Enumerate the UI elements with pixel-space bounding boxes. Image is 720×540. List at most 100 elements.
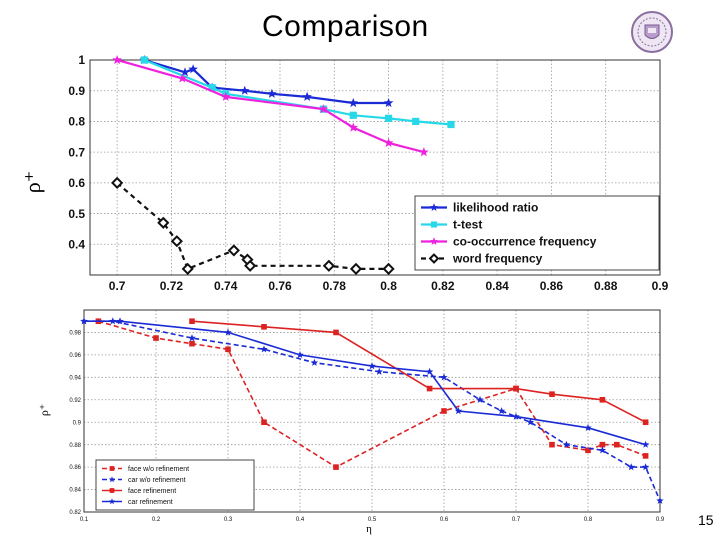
data-point <box>348 98 359 108</box>
data-point <box>526 418 535 426</box>
data-point <box>383 98 394 108</box>
plot-frame <box>83 309 661 513</box>
data-point <box>267 88 277 98</box>
legend-entry: car refinement <box>102 498 173 506</box>
axes-frame <box>89 59 661 276</box>
data-point <box>447 120 455 129</box>
data-point <box>181 262 194 275</box>
data-point <box>641 440 650 448</box>
legend-entry: face refinement <box>102 488 176 495</box>
legend-box <box>95 459 255 511</box>
series-word-frequency <box>111 176 395 275</box>
legend-label: word frequency <box>452 252 543 266</box>
legend-label: likelihood ratio <box>453 201 538 215</box>
data-point <box>189 318 195 325</box>
x-tick-label: 0.1 <box>80 517 89 523</box>
legend-label: t-test <box>453 218 482 232</box>
x-tick-label: 0.8 <box>380 279 397 293</box>
legend-entry: co-occurrence frequency <box>421 235 597 249</box>
data-point <box>412 117 420 126</box>
legend-entry: car w/o refinement <box>102 476 186 484</box>
y-axis-label: ρ⁺ <box>20 171 45 194</box>
series-line <box>84 320 661 502</box>
data-point <box>208 84 216 92</box>
y-tick-label: 0.7 <box>68 145 85 159</box>
y-tick-label: 0.96 <box>69 353 81 359</box>
y-tick-label: 1 <box>78 53 85 67</box>
axes-frame <box>83 309 661 513</box>
x-tick-label: 0.6 <box>440 517 449 523</box>
y-axis-label: ρ⁺ <box>37 404 51 416</box>
data-point <box>227 244 240 257</box>
x-tick-label: 0.7 <box>109 279 126 293</box>
data-point <box>188 334 196 342</box>
data-point <box>454 407 463 415</box>
y-tick-label: 0.88 <box>69 443 81 449</box>
data-point <box>348 122 359 132</box>
y-tick-label: 0.82 <box>69 510 81 516</box>
legend-box <box>414 195 660 271</box>
series-line <box>191 320 646 423</box>
data-point <box>368 362 376 370</box>
data-point <box>425 367 434 375</box>
x-tick-label: 0.82 <box>431 279 455 293</box>
x-tick-label: 0.2 <box>152 517 161 523</box>
data-point <box>80 317 88 325</box>
data-point <box>153 335 159 341</box>
data-point <box>642 453 649 459</box>
data-point <box>584 423 592 431</box>
legend-swatch-marker <box>109 488 115 493</box>
data-point <box>513 385 519 392</box>
data-point <box>599 396 606 403</box>
legend-entry: face w/o refinement <box>102 466 189 473</box>
legend-swatch-marker <box>430 221 438 228</box>
y-tick-label: 0.86 <box>69 465 81 471</box>
data-point <box>383 137 394 147</box>
legend: likelihood ratio t-test co-occurrence freq… <box>414 195 660 271</box>
data-point <box>220 91 231 101</box>
data-point <box>261 324 267 330</box>
x-tick-label: 0.76 <box>268 279 292 293</box>
slide-title: Comparison <box>262 10 429 43</box>
tick-labels: 0.7 0.72 0.74 0.76 0.78 0.8 0.82 0.84 0.86 0.88 0.… <box>68 53 668 293</box>
y-tick-label: 0.4 <box>68 237 85 251</box>
page-number: 15 <box>698 512 714 528</box>
data-point <box>562 440 571 448</box>
series-car-refinement <box>80 317 650 448</box>
data-point <box>224 328 232 336</box>
legend-label: face w/o refinement <box>128 466 189 473</box>
series-car-w-o-refinement <box>80 317 664 504</box>
y-tick-label: 0.98 <box>69 331 81 337</box>
data-point <box>225 346 231 353</box>
series-co-occurrence-frequency <box>112 55 429 157</box>
data-point <box>375 367 383 375</box>
x-tick-label: 0.5 <box>368 517 377 523</box>
data-point <box>641 463 650 471</box>
x-tick-label: 0.86 <box>540 279 564 293</box>
legend-label: car refinement <box>128 499 173 506</box>
y-tick-label: 0.5 <box>68 207 85 221</box>
plot-frame <box>89 59 661 276</box>
data-point <box>239 85 250 95</box>
data-point <box>322 259 335 272</box>
top-chart: 0.7 0.72 0.74 0.76 0.78 0.8 0.82 0.84 0.86 0.88 0.… <box>20 53 669 293</box>
legend-entry: word frequency <box>421 252 543 266</box>
data-point <box>333 464 339 470</box>
data-point <box>296 351 304 359</box>
data-point <box>549 441 555 448</box>
data-point <box>642 419 649 426</box>
legend-label: face refinement <box>128 488 176 495</box>
data-point <box>261 419 267 426</box>
legend-swatch-marker <box>428 253 440 264</box>
x-tick-label: 0.9 <box>652 279 669 293</box>
x-tick-label: 0.72 <box>160 279 184 293</box>
x-tick-label: 0.74 <box>214 279 238 293</box>
legend-swatch-marker <box>108 498 116 505</box>
data-point <box>656 496 664 504</box>
x-tick-label: 0.4 <box>296 517 305 523</box>
data-point <box>599 441 606 448</box>
legend-entry: t-test <box>421 218 482 232</box>
legend-swatch-marker <box>429 203 439 211</box>
x-tick-label: 0.8 <box>584 517 593 523</box>
